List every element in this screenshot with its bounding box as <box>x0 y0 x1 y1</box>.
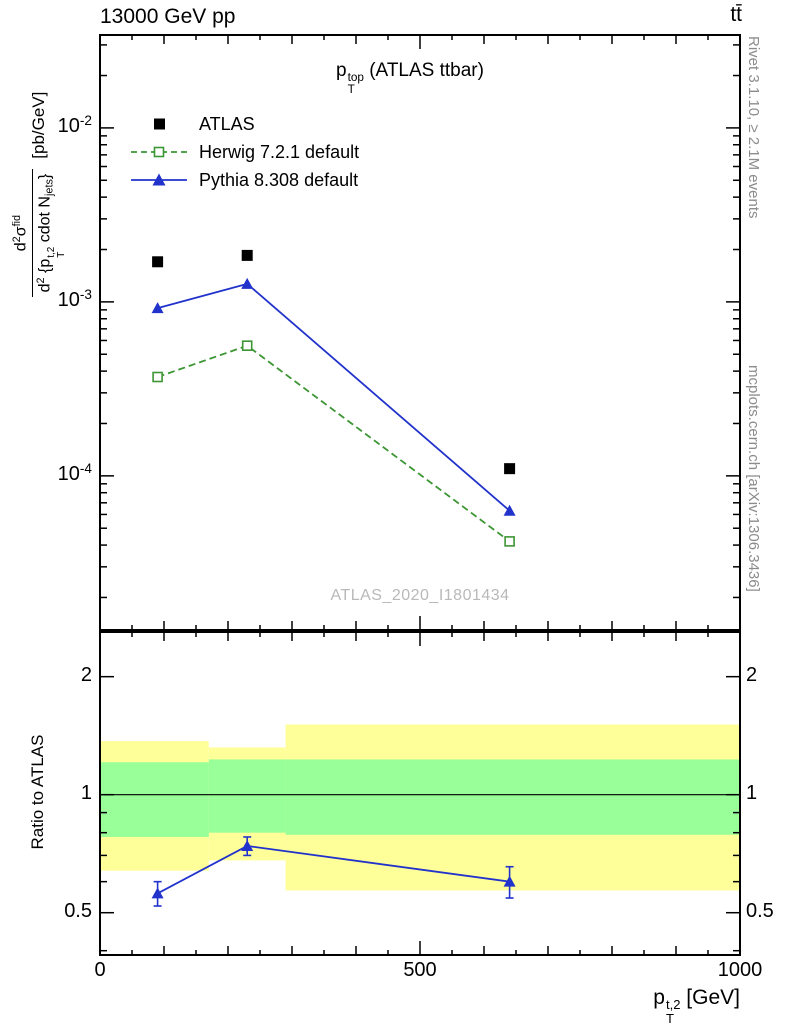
ratio-y-axis-label: Ratio to ATLAS <box>28 734 47 850</box>
legend-label-atlas: ATLAS <box>199 113 255 134</box>
mcplots-reference-note: mcplots.cern.ch [arXiv:1306.3436] <box>745 365 762 592</box>
plot-title: p top T (ATLAS ttbar) <box>336 60 484 97</box>
filled-triangle-icon <box>152 173 166 186</box>
ylabel-denominator: d2 {p t,2 T cdot Njets} <box>35 173 67 293</box>
ratio-ytick-label-left: 2 <box>80 663 92 686</box>
xtick-label: 500 <box>403 959 437 981</box>
ratio-ytick-label-left: 1 <box>80 781 92 804</box>
beam-energy-label: 13000 GeV pp <box>100 5 236 28</box>
main-ytick-label: 10-3 <box>57 286 92 311</box>
main-ytick-label: 10-4 <box>57 460 92 485</box>
ylabel-fraction: d2σfid d2 {p t,2 T cdot Njets} <box>10 168 68 298</box>
ratio-ytick-label-right: 2 <box>746 663 758 686</box>
legend-label-herwig: Herwig 7.2.1 default <box>199 141 360 162</box>
legend: ATLAS Herwig 7.2.1 default Pythia 8.308 … <box>128 110 359 194</box>
rivet-version-note: Rivet 3.1.10, ≥ 2.1M events <box>745 36 762 219</box>
legend-label-pythia: Pythia 8.308 default <box>199 169 359 190</box>
xtick-label: 1000 <box>717 959 763 981</box>
ylabel-units: [pb/GeV] <box>29 91 48 159</box>
filled-square-icon <box>154 118 165 130</box>
xtick-label: 0 <box>94 959 106 981</box>
ratio-ytick-label-left: 0.5 <box>64 899 92 922</box>
analysis-watermark: ATLAS_2020_I1801434 <box>330 587 510 604</box>
x-axis-label: p t,2 T [GeV] <box>653 986 740 1024</box>
atlas-marker-sample <box>154 118 165 130</box>
ylabel-numerator: d2σfid <box>10 168 34 298</box>
main-ytick-label: 10-2 <box>57 112 92 137</box>
legend-item-pythia: Pythia 8.308 default <box>128 166 359 194</box>
legend-item-atlas: ATLAS <box>128 110 359 138</box>
open-square-icon <box>153 146 165 158</box>
herwig-marker-sample <box>131 146 187 158</box>
ratio-ytick-label-right: 0.5 <box>746 899 774 922</box>
ratio-ytick-label-right: 1 <box>746 781 758 804</box>
process-label: tt̄ <box>730 3 742 26</box>
pythia-marker-sample <box>131 173 187 186</box>
main-y-axis-label: d2σfid d2 {p t,2 T cdot Njets} [pb/GeV] <box>10 37 68 352</box>
legend-item-herwig: Herwig 7.2.1 default <box>128 138 359 166</box>
